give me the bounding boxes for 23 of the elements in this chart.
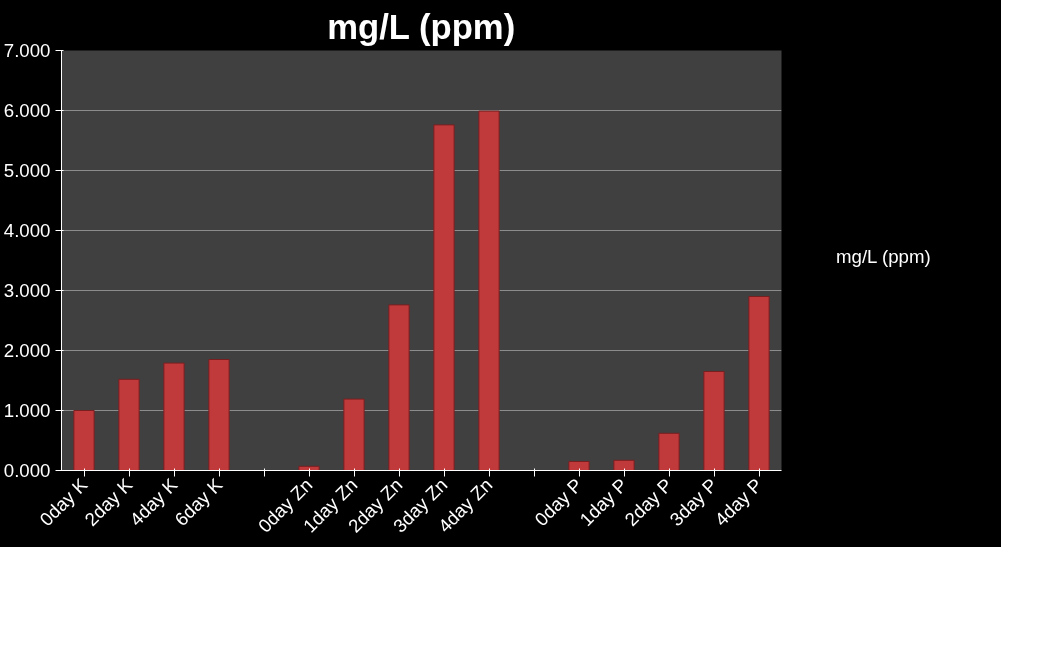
bar (658, 432, 680, 471)
bar (433, 124, 455, 471)
y-tick-label: 6.000 (3, 100, 51, 121)
y-tick-label: 4.000 (3, 220, 51, 241)
chart-title: mg/L (ppm) (327, 7, 516, 46)
y-tick-label: 3.000 (3, 280, 51, 301)
y-tick-label: 2.000 (3, 340, 51, 361)
y-tick-label: 1.000 (3, 400, 51, 421)
y-tick-label: 7.000 (3, 40, 51, 61)
bar (748, 296, 770, 471)
bar (163, 362, 185, 471)
bar (388, 304, 410, 471)
bar (208, 359, 230, 471)
bar (73, 410, 95, 471)
bar (343, 398, 365, 471)
bar (118, 378, 140, 471)
bar (568, 461, 590, 471)
bar (613, 459, 635, 471)
text: mg/L (ppm) (836, 245, 931, 268)
bar (703, 371, 725, 471)
bar (478, 110, 500, 471)
y-tick-label: 0.000 (3, 460, 51, 481)
y-tick-label: 5.000 (3, 160, 51, 181)
